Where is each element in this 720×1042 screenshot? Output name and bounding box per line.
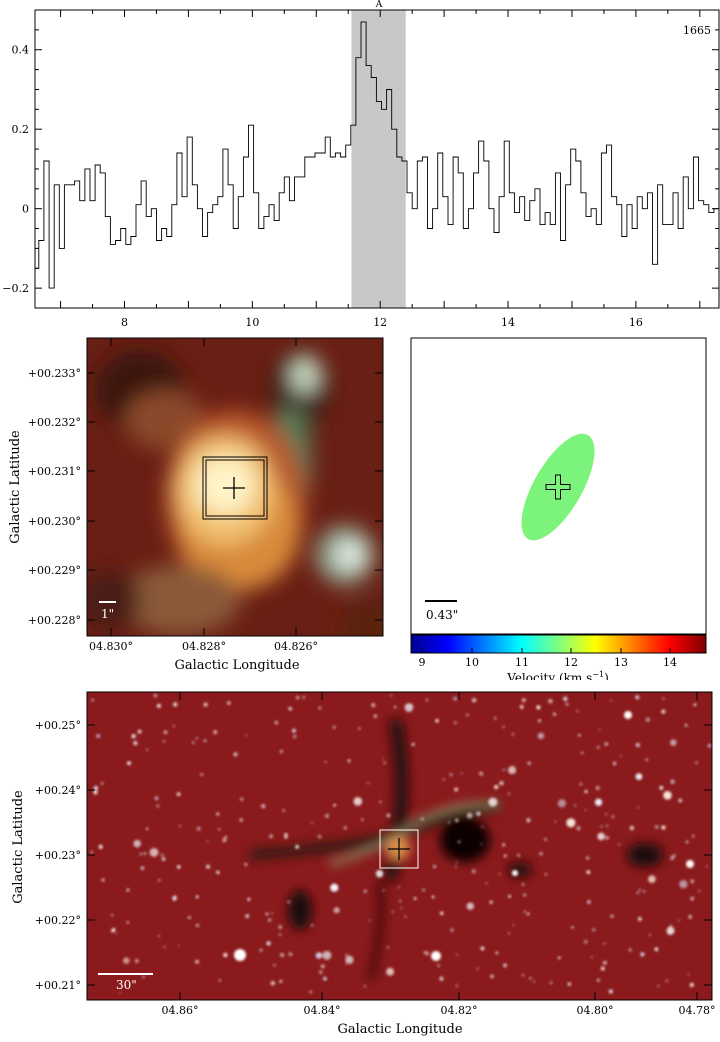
frequency-label: 1665 [683, 24, 711, 37]
wide-frame [86, 691, 713, 1001]
y-tick-label: +00.25° [35, 719, 81, 732]
wide-image-panel: 30" +00.25°+00.24°+00.23°+00.22°+00.21° … [11, 691, 716, 1037]
spectrum-x-tick-labels: 8 10 12 14 16 [121, 316, 643, 329]
x-tick-label: 12 [373, 316, 387, 329]
scale-bar-label: 1" [101, 607, 114, 621]
y-tick-label: 0 [22, 203, 29, 216]
x-tick-label: 04.826° [274, 640, 318, 653]
star-field [90, 693, 712, 994]
y-tick-label: 0.4 [12, 44, 30, 57]
y-tick-label: 0.2 [12, 123, 30, 136]
feature-label: A [375, 0, 383, 10]
wide-y-tick-labels: +00.25° +00.24° +00.23° +00.22° +00.21° [35, 719, 81, 992]
wide-x-tick-labels: 04.86° 04.84° 04.82° 04.80° 04.78° [162, 1004, 716, 1017]
zoom-x-tick-labels: 04.830° 04.828° 04.826° [89, 640, 318, 653]
y-tick-label: +00.24° [35, 784, 81, 797]
y-tick-label: +00.232° [28, 416, 81, 429]
x-tick-label: 8 [121, 316, 128, 329]
wide-ticks [87, 692, 712, 1000]
zoom-ylabel: Galactic Latitude [8, 430, 23, 544]
x-tick-label: 04.86° [162, 1004, 199, 1017]
wide-scale-bar-label: 30" [116, 978, 137, 992]
zoom-image-panel: 1" +00.233°+00.232°+00.231°+00.230°+00.2… [8, 337, 384, 673]
spectrum-y-tick-labels: −0.2 0 0.2 0.4 [2, 44, 29, 295]
colorbar-tick-label: 9 [419, 656, 426, 669]
colorbar-tick-label: 11 [515, 656, 529, 669]
beam-scale-bar-label: 0.43" [426, 608, 458, 622]
zoom-ticks [87, 338, 383, 636]
x-tick-label: 04.80° [577, 1004, 614, 1017]
colorbar-tick-label: 12 [564, 656, 578, 669]
wide-xlabel: Galactic Longitude [337, 1022, 462, 1037]
crosshair-icon [545, 474, 571, 500]
x-tick-label: 04.84° [304, 1004, 341, 1017]
y-tick-label: +00.228° [28, 614, 81, 627]
zoom-frame [86, 337, 384, 637]
x-tick-label: 04.830° [89, 640, 133, 653]
y-tick-label: +00.231° [28, 465, 81, 478]
x-tick-label: 04.82° [441, 1004, 478, 1017]
spectrum-line [35, 21, 719, 289]
target-box [379, 829, 419, 869]
colorbar-tick-label: 13 [614, 656, 628, 669]
y-tick-label: +00.233° [28, 367, 81, 380]
colorbar-ticks: 9 10 11 12 13 14 [419, 648, 677, 669]
zoom-xlabel: Galactic Longitude [174, 658, 299, 673]
target-box-outer [202, 456, 268, 520]
target-box-inner [205, 459, 265, 517]
y-tick-label: +00.229° [28, 564, 81, 577]
y-tick-label: +00.22° [35, 914, 81, 927]
colorbar-label: Velocity (km s−1) [506, 670, 609, 680]
y-tick-label: +00.21° [35, 979, 81, 992]
x-tick-label: 14 [501, 316, 515, 329]
beam-panel: 0.43" 9 10 11 12 13 14 Velocity (km s−1) [410, 337, 707, 680]
colorbar-tick-label: 14 [663, 656, 677, 669]
wide-ylabel: Galactic Latitude [11, 790, 26, 904]
zoom-image: 1" [87, 338, 383, 636]
wide-image: 30" [87, 692, 712, 1000]
x-tick-label: 04.828° [182, 640, 226, 653]
spectrum-shaded-band [351, 10, 406, 308]
x-tick-label: 16 [629, 316, 643, 329]
spectrum-ticks [35, 9, 719, 309]
y-tick-label: −0.2 [2, 282, 29, 295]
spectrum-panel: 8 10 12 14 16 −0.2 0 0.2 0.4 A 1665 [2, 0, 720, 329]
y-tick-label: +00.23° [35, 849, 81, 862]
x-tick-label: 04.78° [679, 1004, 716, 1017]
y-tick-label: +00.230° [28, 515, 81, 528]
crosshair-icon [388, 838, 410, 860]
colorbar-tick-label: 10 [465, 656, 479, 669]
x-tick-label: 10 [245, 316, 259, 329]
zoom-y-tick-labels: +00.233° +00.232° +00.231° +00.230° +00.229°… [28, 367, 81, 627]
velocity-colorbar [410, 634, 707, 654]
crosshair-icon [223, 477, 245, 499]
spectrum-frame [34, 9, 720, 309]
